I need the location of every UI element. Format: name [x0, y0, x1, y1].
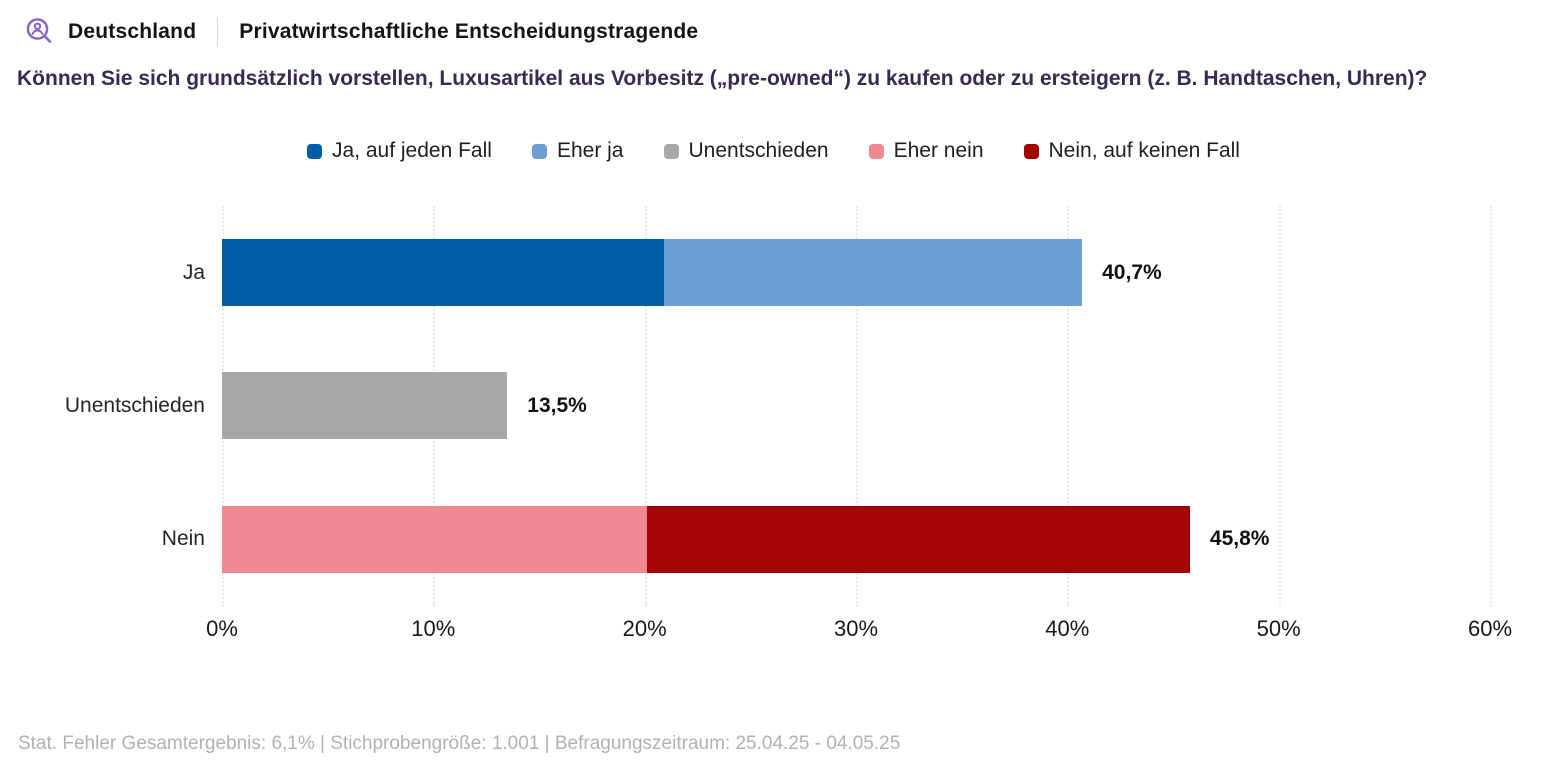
category-label: Ja: [182, 260, 205, 284]
header: Deutschland Privatwirtschaftliche Entsch…: [0, 0, 1547, 48]
survey-question: Können Sie sich grundsätzlich vorstellen…: [17, 67, 1428, 90]
legend-label: Unentschieden: [688, 139, 829, 162]
legend-swatch: [531, 143, 547, 159]
x-tick-label: 50%: [1256, 616, 1301, 641]
legend-item: Eher ja: [531, 139, 624, 163]
x-tick-label: 40%: [1045, 616, 1090, 641]
bar-total-label: 40,7%: [1102, 260, 1162, 284]
civey-person-magnifier-icon: [26, 18, 52, 43]
bar-total-label: 13,5%: [527, 393, 587, 417]
legend-item: Ja, auf jeden Fall: [307, 139, 492, 163]
legend-label: Eher ja: [556, 139, 624, 162]
bar-total-label: 45,8%: [1209, 527, 1270, 551]
bar-chart: Ja 40,7% Unentschieden 13,5% Nein 45,8%: [65, 206, 1492, 606]
x-tick-label: 20%: [622, 616, 667, 641]
legend-label: Ja, auf jeden Fall: [332, 139, 492, 162]
bar-stack: [222, 239, 1083, 306]
x-tick-label: 30%: [833, 616, 879, 641]
bar-segment-ja-auf-jeden-fall: [222, 239, 664, 306]
bar-row: Nein 45,8%: [162, 473, 1490, 606]
legend-swatch: [868, 143, 884, 159]
bar-segment-eher-ja: [663, 239, 1083, 306]
grid-line: [644, 206, 647, 606]
x-tick-label: 60%: [1467, 616, 1513, 641]
grid-line: [1278, 206, 1281, 606]
grid-line: [1067, 206, 1070, 606]
legend-item: Eher nein: [868, 139, 984, 163]
legend-item: Nein, auf keinen Fall: [1023, 139, 1240, 163]
bar-segment-eher-nein: [222, 505, 647, 573]
x-tick-label: 0%: [206, 616, 238, 641]
bar-stack: [222, 505, 1190, 573]
region-label: Deutschland: [68, 19, 197, 43]
bar-track: 45,8%: [222, 505, 1490, 573]
footer-note: Stat. Fehler Gesamtergebnis: 6,1% | Stic…: [18, 733, 901, 754]
category-label: Nein: [161, 527, 205, 551]
bar-track: 13,5%: [222, 372, 1490, 440]
bar-track: 40,7%: [222, 239, 1490, 306]
header-divider: [217, 16, 219, 47]
legend-swatch: [1023, 143, 1039, 159]
x-tick-label: 10%: [411, 616, 456, 641]
audience-label: Privatwirtschaftliche Entscheidungstrage…: [239, 19, 699, 43]
bar-segment-unentschieden: [222, 372, 508, 440]
legend-item: Unentschieden: [663, 139, 829, 163]
bar-segment-nein-auf-keinen-fall: [646, 505, 1190, 573]
grid-line: [1490, 206, 1492, 606]
grid-line: [856, 206, 858, 606]
chart-legend: Ja, auf jeden Fall Eher ja Unentschieden Eh…: [0, 139, 1547, 163]
x-axis: 0% 10% 20% 30% 40% 50% 60%: [206, 616, 1512, 646]
bar-stack: [222, 372, 508, 440]
legend-label: Nein, auf keinen Fall: [1048, 139, 1240, 162]
legend-label: Eher nein: [893, 139, 984, 162]
bar-row: Unentschieden 13,5%: [65, 339, 1490, 472]
bar-row: Ja 40,7%: [183, 206, 1490, 339]
legend-swatch: [663, 143, 679, 159]
category-label: Unentschieden: [64, 393, 205, 417]
legend-swatch: [307, 143, 323, 159]
